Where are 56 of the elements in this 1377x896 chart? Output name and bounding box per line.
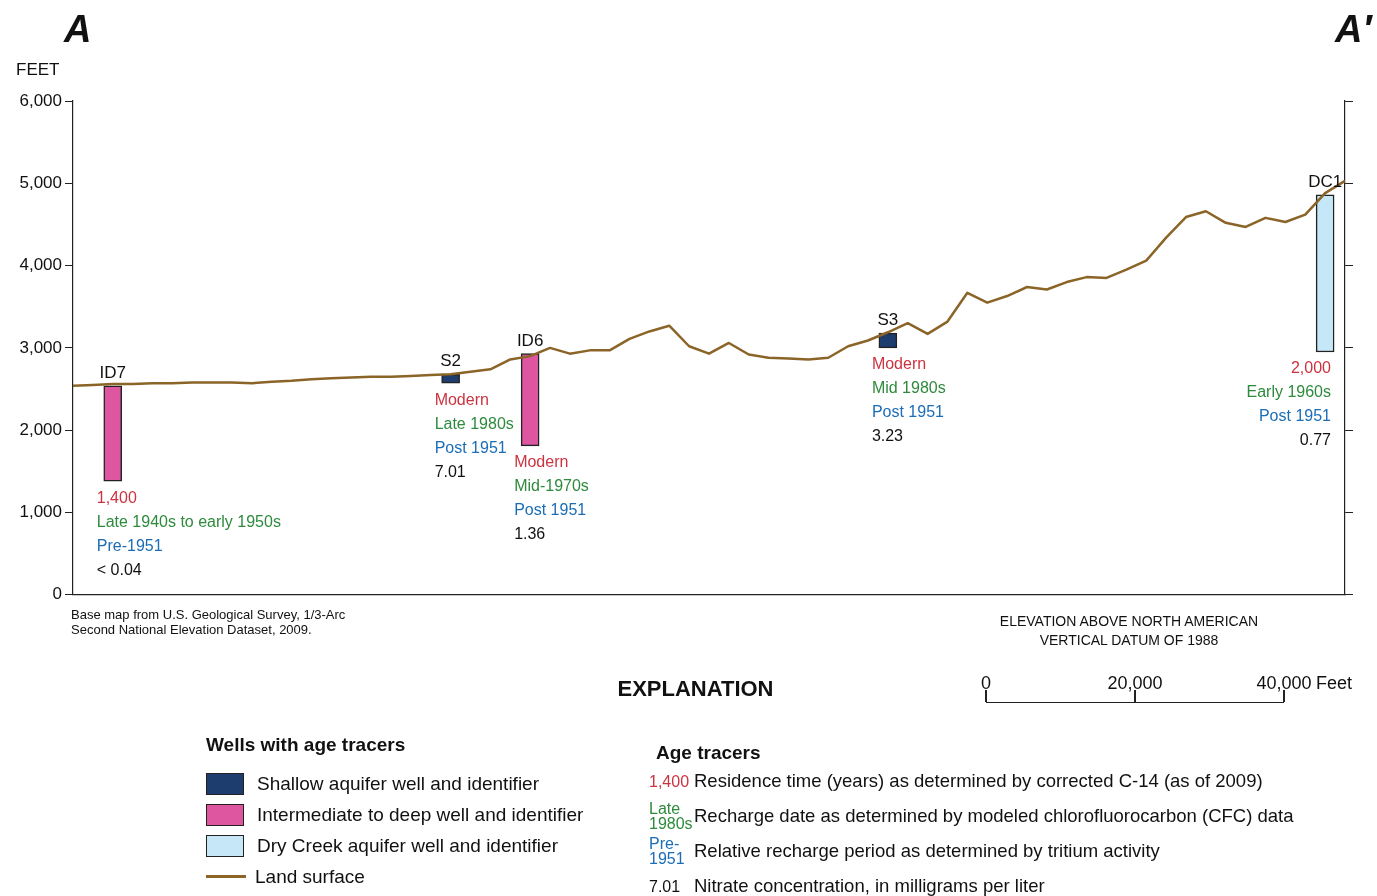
y-axis-title: FEET bbox=[16, 60, 60, 79]
annotation: < 0.04 bbox=[96, 560, 142, 578]
text: Late 1980s bbox=[649, 800, 693, 832]
text: 1,400 bbox=[649, 772, 691, 790]
text: 7.01 bbox=[649, 877, 682, 895]
text: Pre-1951 bbox=[649, 835, 686, 867]
annotation: Pre-1951 bbox=[96, 536, 163, 554]
text: A′ bbox=[1335, 8, 1372, 51]
annotation: Post 1951 bbox=[871, 403, 945, 421]
annotation: 1.36 bbox=[514, 525, 546, 543]
annotation: Mid-1970s bbox=[514, 477, 589, 495]
annotation: 7.01 bbox=[434, 462, 466, 480]
y-tick-label: 0 bbox=[52, 584, 62, 604]
legend-label: Dry Creek aquifer well and identifier bbox=[257, 834, 558, 857]
legend-label: Shallow aquifer well and identifier bbox=[257, 772, 539, 795]
legend-label: Intermediate to deep well and identifier bbox=[257, 803, 584, 826]
text: 40,000 bbox=[1256, 673, 1312, 693]
text: A bbox=[64, 8, 92, 51]
annotation: Post 1951 bbox=[1258, 407, 1332, 425]
text: Recharge date as determined by modeled chlorofluorocarbon (CFC) data bbox=[694, 805, 1294, 826]
y-tick-label: 6,000 bbox=[19, 90, 62, 110]
text: Age tracers bbox=[656, 742, 761, 764]
annotation: Mid 1980s bbox=[871, 379, 946, 397]
legend-title: Wells with age tracers bbox=[206, 734, 407, 756]
x-tick-label: DC1 bbox=[1308, 171, 1343, 191]
text: 20,000 bbox=[1106, 673, 1164, 694]
annotation: Late 1980s bbox=[434, 414, 514, 432]
x-tick-label: ID7 bbox=[99, 362, 126, 382]
annotation: Late 1940s to early 1950s bbox=[96, 512, 281, 530]
annotation: Modern bbox=[514, 453, 569, 471]
text: Base map from U.S. Geological Survey, 1/3-Arc Second National Elevation Dataset, 2009. bbox=[71, 607, 347, 637]
y-tick-label: 4,000 bbox=[19, 255, 62, 275]
x-tick-label: S2 bbox=[440, 351, 462, 371]
legend-label: Land surface bbox=[255, 865, 365, 888]
x-tick-label: ID6 bbox=[516, 330, 544, 350]
text: 0 bbox=[980, 673, 992, 694]
annotation: 1,400 bbox=[96, 488, 137, 506]
y-tick-label: 5,000 bbox=[19, 172, 62, 192]
text: EXPLANATION bbox=[616, 676, 775, 702]
text: ELEVATION ABOVE NORTH AMERICAN VERTICAL DATUM OF 1988 bbox=[998, 612, 1260, 650]
annotation: 3.23 bbox=[871, 427, 904, 445]
y-tick-label: 1,000 bbox=[19, 502, 62, 522]
annotation: Post 1951 bbox=[434, 438, 507, 456]
text: Relative recharge period as determined by tritium activity bbox=[694, 840, 1160, 861]
annotation: Modern bbox=[871, 355, 927, 373]
text: Nitrate concentration, in milligrams per liter bbox=[694, 875, 1045, 896]
x-tick-label: S3 bbox=[877, 310, 899, 330]
text: Feet bbox=[1316, 673, 1353, 694]
annotation: 0.77 bbox=[1299, 431, 1332, 449]
y-tick-label: 3,000 bbox=[19, 337, 62, 357]
y-tick-label: 2,000 bbox=[19, 419, 62, 439]
annotation: Post 1951 bbox=[514, 501, 587, 519]
annotation: Early 1960s bbox=[1246, 383, 1332, 401]
annotation: 2,000 bbox=[1290, 359, 1332, 377]
text: Residence time (years) as determined by corrected C-14 (as of 2009) bbox=[694, 770, 1263, 791]
annotation: Modern bbox=[434, 390, 489, 408]
